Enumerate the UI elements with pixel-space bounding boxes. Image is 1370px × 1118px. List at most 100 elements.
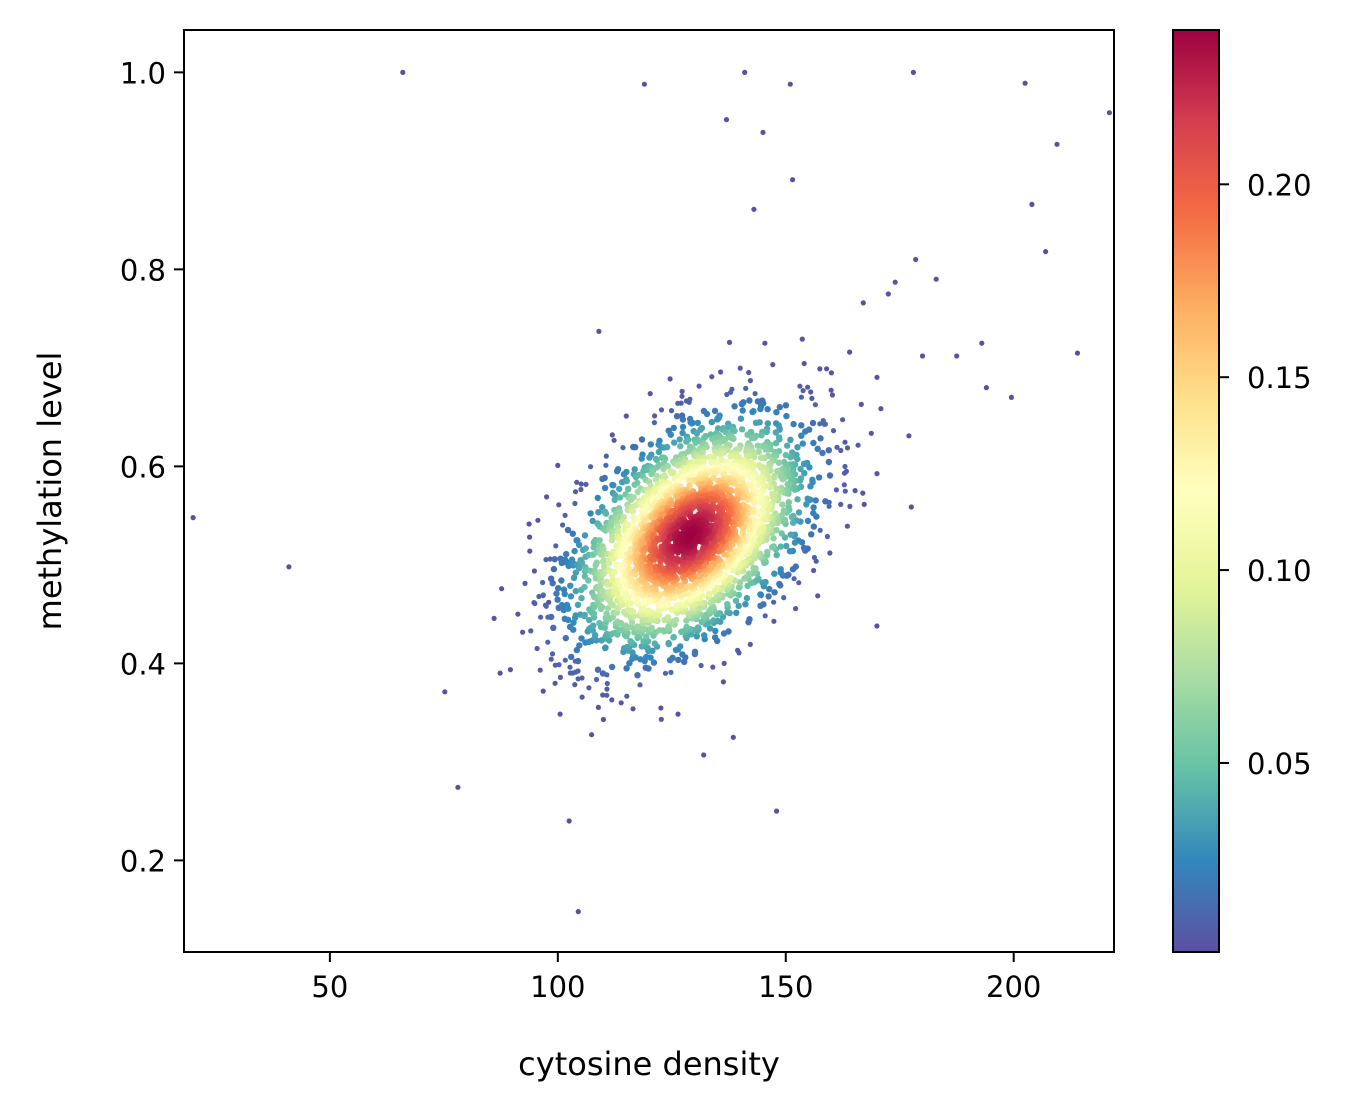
scatter-point [795,509,803,516]
scatter-point [844,445,851,451]
scatter-point [878,406,884,412]
scatter-point [587,510,594,517]
scatter-point [757,602,764,609]
scatter-point [549,651,556,657]
scatter-point [1074,350,1081,356]
scatter-point [558,577,565,584]
scatter-point [548,613,555,621]
scatter-point [1008,394,1015,400]
scatter-point [683,617,690,624]
scatter-point [659,511,666,518]
scatter-point [772,440,780,447]
scatter-point [778,512,785,519]
scatter-point [599,587,606,595]
scatter-point [954,353,960,359]
scatter-point [808,531,815,538]
scatter-point [640,539,647,546]
scatter-point [547,556,553,562]
scatter-point [671,439,678,446]
scatter-point [794,496,801,503]
scatter-point [812,497,819,504]
scatter-point [798,394,805,400]
scatter-point [622,622,629,629]
scatter-point [755,448,762,455]
scatter-point [861,501,867,507]
scatter-point [777,566,784,573]
scatter-point [742,601,749,608]
scatter-point [786,548,794,555]
scatter-point [826,503,832,509]
scatter-point [679,393,685,399]
scatter-point [679,600,686,607]
scatter-point [779,517,786,525]
scatter-point [693,430,701,437]
scatter-point [739,407,746,414]
scatter-point [623,477,630,485]
scatter-point [544,494,550,500]
scatter-point [570,574,578,581]
scatter-point [574,479,580,485]
scatter-point [908,504,914,510]
scatter-point [602,620,609,627]
scatter-point [855,442,861,448]
scatter-point [817,421,823,427]
scatter-point [655,571,663,579]
scatter-point [692,439,699,447]
scatter-point [637,656,644,663]
scatter-point [710,664,716,670]
scatter-point [576,642,583,649]
scatter-point [497,670,503,676]
scatter-point [844,523,851,529]
scatter-point [809,419,817,427]
scatter-point [583,481,589,487]
scatter-point [562,657,568,663]
scatter-point [679,388,685,394]
scatter-point [567,593,575,600]
scatter-point [751,453,758,461]
scatter-point [575,541,583,549]
scatter-point [874,623,880,629]
scatter-point [764,548,771,556]
scatter-point [688,420,695,427]
scatter-point [658,716,664,722]
scatter-point [641,81,648,87]
scatter-point [714,416,721,423]
scatter-point [599,670,607,677]
scatter-point [611,568,618,576]
scatter-point [555,462,561,468]
scatter-point [590,544,597,551]
scatter-point [640,638,647,645]
scatter-point [630,494,637,501]
scatter-point [906,433,912,439]
scatter-point [933,276,939,282]
scatter-point [582,545,589,552]
scatter-point [828,387,834,393]
scatter-point [590,610,598,617]
scatter-point [841,470,848,476]
scatter-point [673,602,681,609]
scatter-point [810,509,817,517]
scatter-point [712,627,719,635]
scatter-point [758,454,765,461]
scatter-point [676,436,683,443]
scatter-point [840,417,846,423]
scatter-point [602,510,610,517]
scatter-point [572,489,579,495]
scatter-point [581,611,588,619]
scatter-point [628,607,635,614]
scatter-point [628,619,636,626]
scatter-point [578,635,585,642]
scatter-point [651,420,658,426]
scatter-point [543,557,549,563]
scatter-point [796,580,802,586]
scatter-point [730,435,737,442]
scatter-point [838,447,844,454]
scatter-point [667,376,673,382]
scatter-point [648,624,655,632]
scatter-point [610,482,617,489]
scatter-point [651,556,658,563]
scatter-point [773,551,780,559]
scatter-point [769,490,776,497]
scatter-point [798,432,805,439]
scatter-point [551,556,558,563]
